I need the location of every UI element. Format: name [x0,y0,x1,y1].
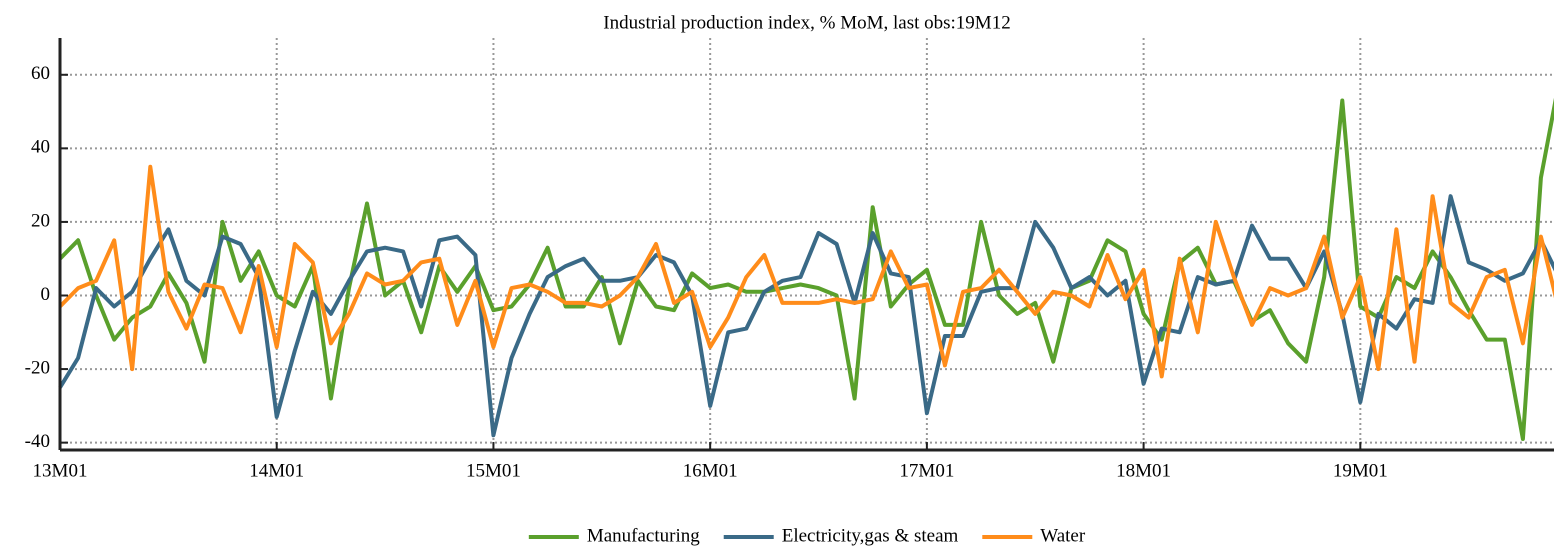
y-tick-label: 0 [41,284,51,305]
axes: 60 40 20 0 -20 -40 13M01 14M01 15M01 16M01 17M01 18… [25,38,1554,481]
x-tick-label: 18M01 [1116,460,1171,481]
plot-area [58,97,1554,441]
y-tick-label: -20 [25,357,50,378]
legend-label: Manufacturing [587,525,700,546]
x-tick-label: 16M01 [683,460,738,481]
y-tick-label: 20 [31,210,50,231]
x-tick-label: 15M01 [466,460,521,481]
grid [60,38,1554,450]
series-line [58,164,1554,379]
x-tick-label: 17M01 [899,460,954,481]
x-tick-label: 13M01 [33,460,88,481]
legend-label: Electricity,gas & steam [782,525,959,546]
y-tick-label: 60 [31,63,50,84]
y-tick-label: 40 [31,137,50,158]
series-line [58,97,1554,441]
chart-title: Industrial production index, % MoM, last… [603,12,1010,33]
y-tick-label: -40 [25,431,50,452]
x-tick-label: 19M01 [1333,460,1388,481]
x-tick-label: 14M01 [249,460,304,481]
legend-label: Water [1040,525,1086,546]
legend: Manufacturing Electricity,gas & steam Wate… [528,525,1086,546]
